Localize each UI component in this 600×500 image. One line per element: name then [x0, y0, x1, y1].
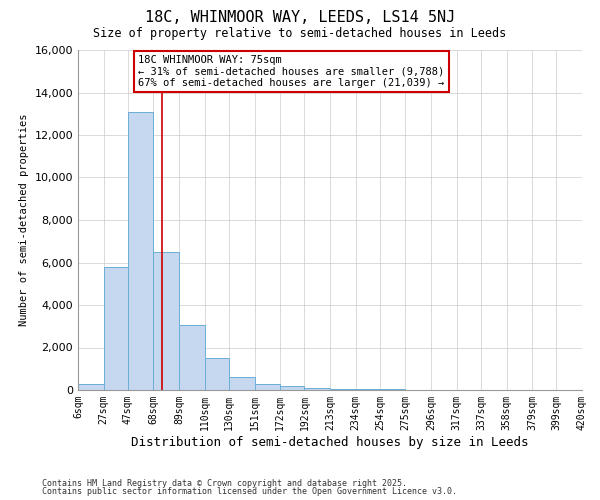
Bar: [205, 358, 229, 390]
Bar: [280, 386, 304, 390]
Text: Contains public sector information licensed under the Open Government Licence v3: Contains public sector information licen…: [42, 487, 457, 496]
Bar: [330, 388, 356, 390]
Text: Contains HM Land Registry data © Crown copyright and database right 2025.: Contains HM Land Registry data © Crown c…: [42, 478, 407, 488]
Text: Size of property relative to semi-detached houses in Leeds: Size of property relative to semi-detach…: [94, 28, 506, 40]
Text: 18C, WHINMOOR WAY, LEEDS, LS14 5NJ: 18C, WHINMOOR WAY, LEEDS, LS14 5NJ: [145, 10, 455, 25]
Bar: [179, 325, 205, 390]
Bar: [128, 112, 154, 390]
X-axis label: Distribution of semi-detached houses by size in Leeds: Distribution of semi-detached houses by …: [131, 436, 529, 448]
Text: 18C WHINMOOR WAY: 75sqm
← 31% of semi-detached houses are smaller (9,788)
67% of: 18C WHINMOOR WAY: 75sqm ← 31% of semi-de…: [139, 55, 445, 88]
Bar: [229, 378, 254, 390]
Y-axis label: Number of semi-detached properties: Number of semi-detached properties: [19, 114, 29, 326]
Bar: [254, 384, 280, 390]
Bar: [78, 384, 104, 390]
Bar: [356, 389, 380, 390]
Bar: [154, 252, 179, 390]
Bar: [304, 388, 330, 390]
Bar: [104, 267, 128, 390]
